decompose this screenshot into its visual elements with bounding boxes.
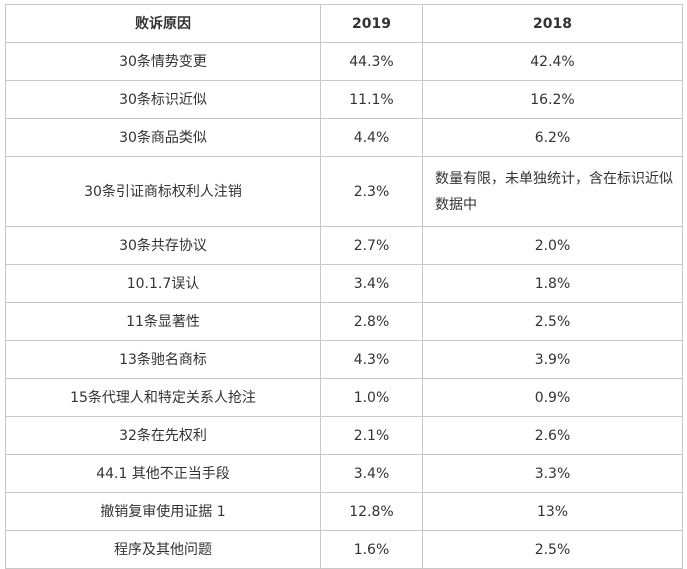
value-2018-cell: 42.4% [422,42,683,81]
table-row: 13条驰名商标 4.3% 3.9% [5,340,683,379]
value-2018-cell: 2.5% [422,302,683,341]
table-row: 32条在先权利 2.1% 2.6% [5,416,683,455]
value-2018-cell: 3.9% [422,340,683,379]
table-row: 11条显著性 2.8% 2.5% [5,302,683,341]
reason-cell: 程序及其他问题 [5,530,321,569]
table-row: 30条共存协议 2.7% 2.0% [5,226,683,265]
table-row: 30条标识近似 11.1% 16.2% [5,80,683,119]
value-2019-cell: 3.4% [320,454,423,493]
header-reason: 败诉原因 [5,4,321,43]
value-2018-cell: 2.6% [422,416,683,455]
table-row: 15条代理人和特定关系人抢注 1.0% 0.9% [5,378,683,417]
value-2018-cell: 0.9% [422,378,683,417]
table-row: 30条情势变更 44.3% 42.4% [5,42,683,81]
value-2018-cell: 13% [422,492,683,531]
reason-cell: 30条商品类似 [5,118,321,157]
table-row: 30条引证商标权利人注销 2.3% 数量有限，未单独统计，含在标识近似数据中 [5,156,683,227]
value-2019-cell: 44.3% [320,42,423,81]
reason-cell: 44.1 其他不正当手段 [5,454,321,493]
value-2018-cell: 16.2% [422,80,683,119]
value-2018-cell: 6.2% [422,118,683,157]
table-row: 30条商品类似 4.4% 6.2% [5,118,683,157]
table-row: 程序及其他问题 1.6% 2.5% [5,530,683,569]
value-2018-note-cell: 数量有限，未单独统计，含在标识近似数据中 [422,156,683,227]
reason-cell: 30条标识近似 [5,80,321,119]
loss-reasons-table: 败诉原因 2019 2018 30条情势变更 44.3% 42.4% 30条标识… [5,4,683,569]
reason-cell: 10.1.7误认 [5,264,321,303]
value-2019-cell: 2.3% [320,156,423,227]
value-2019-cell: 2.7% [320,226,423,265]
table-row: 撤销复审使用证据 1 12.8% 13% [5,492,683,531]
table-container: 败诉原因 2019 2018 30条情势变更 44.3% 42.4% 30条标识… [5,4,683,569]
reason-cell: 32条在先权利 [5,416,321,455]
value-2019-cell: 11.1% [320,80,423,119]
reason-cell: 11条显著性 [5,302,321,341]
value-2019-cell: 1.0% [320,378,423,417]
reason-cell: 30条共存协议 [5,226,321,265]
header-2018: 2018 [422,4,683,43]
value-2019-cell: 2.8% [320,302,423,341]
reason-cell: 撤销复审使用证据 1 [5,492,321,531]
reason-cell: 15条代理人和特定关系人抢注 [5,378,321,417]
value-2019-cell: 12.8% [320,492,423,531]
value-2019-cell: 4.4% [320,118,423,157]
header-row: 败诉原因 2019 2018 [5,4,683,43]
value-2019-cell: 2.1% [320,416,423,455]
reason-cell: 30条引证商标权利人注销 [5,156,321,227]
reason-cell: 13条驰名商标 [5,340,321,379]
table-row: 10.1.7误认 3.4% 1.8% [5,264,683,303]
value-2018-cell: 3.3% [422,454,683,493]
reason-cell: 30条情势变更 [5,42,321,81]
value-2019-cell: 4.3% [320,340,423,379]
table-row: 44.1 其他不正当手段 3.4% 3.3% [5,454,683,493]
value-2018-cell: 2.0% [422,226,683,265]
value-2019-cell: 1.6% [320,530,423,569]
header-2019: 2019 [320,4,423,43]
value-2018-cell: 2.5% [422,530,683,569]
value-2018-cell: 1.8% [422,264,683,303]
value-2019-cell: 3.4% [320,264,423,303]
